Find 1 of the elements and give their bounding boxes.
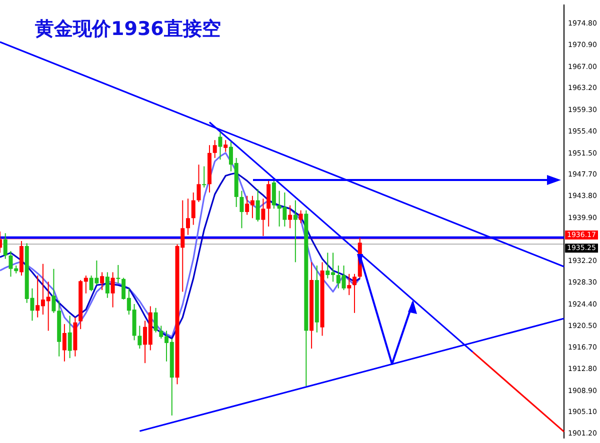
text: 黄金现价1936直接空 (35, 17, 221, 42)
